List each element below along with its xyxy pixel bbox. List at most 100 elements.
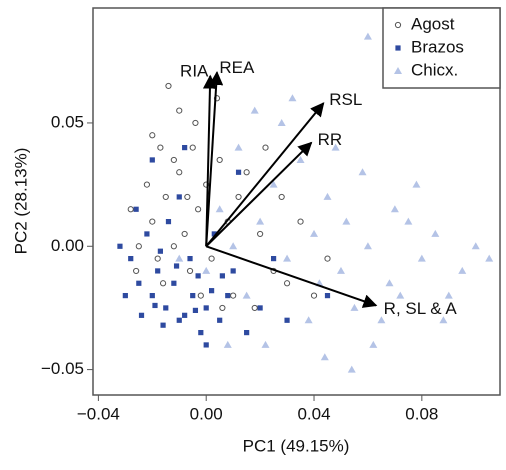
point (176, 107, 183, 114)
legend-label: Agost (411, 14, 455, 33)
point (257, 230, 264, 238)
point (203, 342, 209, 348)
point (152, 302, 158, 309)
point (128, 256, 134, 262)
point (154, 255, 161, 262)
legend-marker (395, 45, 401, 51)
point (186, 267, 194, 275)
point (144, 231, 150, 237)
point (149, 132, 156, 139)
point (412, 180, 421, 188)
loading-label: RSL (329, 90, 362, 109)
point (192, 307, 199, 313)
point (439, 316, 448, 324)
point (242, 291, 251, 299)
plot-frame (92, 7, 501, 396)
point (127, 206, 134, 213)
point (216, 156, 223, 164)
point (336, 266, 345, 274)
point (297, 218, 304, 225)
point (176, 317, 182, 323)
point (262, 144, 269, 151)
loading-label: R, SL & A (384, 299, 458, 318)
point (278, 193, 285, 201)
point (404, 217, 413, 225)
point (342, 217, 351, 225)
point (229, 242, 238, 250)
point (160, 322, 166, 328)
point (157, 144, 164, 151)
point (363, 242, 372, 250)
point (283, 254, 292, 262)
point (202, 266, 211, 274)
point (283, 280, 291, 287)
point (189, 144, 196, 151)
point (217, 317, 223, 323)
point (138, 312, 145, 318)
point (219, 273, 225, 279)
point (331, 143, 340, 151)
point (187, 256, 193, 262)
point (244, 329, 250, 336)
point (203, 305, 209, 311)
point (190, 292, 196, 299)
legend-box (382, 7, 501, 89)
point (223, 340, 232, 348)
point (251, 304, 258, 312)
point (347, 365, 356, 373)
x-axis-label: PC1 (49.15%) (243, 436, 350, 455)
point (458, 266, 467, 274)
point (208, 255, 215, 262)
point (117, 243, 123, 249)
point (243, 169, 250, 176)
x-tick-label: −0.04 (77, 404, 120, 423)
point (176, 169, 183, 176)
point (195, 273, 201, 279)
point (182, 145, 188, 151)
point (369, 340, 378, 348)
legend-label: Brazos (411, 37, 464, 56)
point (173, 263, 180, 269)
point (181, 230, 188, 238)
point (192, 119, 199, 127)
loading-arrow (205, 141, 313, 247)
loading-arrow (205, 245, 378, 308)
point (385, 279, 394, 287)
point (219, 304, 226, 312)
y-axis-label: PC2 (28.13%) (11, 148, 30, 255)
point (304, 316, 313, 324)
point (165, 219, 172, 225)
point (170, 243, 177, 250)
point (350, 303, 359, 311)
point (310, 292, 318, 299)
point (377, 316, 386, 324)
point (208, 288, 215, 294)
loading-arrow (202, 74, 217, 247)
point (170, 156, 177, 164)
point (203, 181, 210, 188)
loading-label: RR (318, 130, 343, 149)
point (143, 181, 151, 188)
point (149, 218, 156, 225)
point (159, 280, 167, 287)
point (136, 280, 142, 286)
point (431, 229, 440, 237)
x-tick-label: 0.08 (405, 404, 438, 423)
point (323, 192, 332, 200)
point (230, 268, 236, 274)
point (155, 268, 161, 274)
point (358, 168, 367, 176)
point (171, 280, 177, 286)
point (284, 317, 290, 323)
point (162, 193, 169, 201)
point (230, 292, 237, 299)
point (184, 193, 191, 201)
point (165, 82, 172, 90)
point (135, 243, 142, 250)
legend-marker (394, 21, 402, 29)
point (390, 205, 399, 213)
y-tick-label: 0.00 (51, 236, 84, 255)
point (122, 292, 128, 299)
point (195, 206, 202, 213)
